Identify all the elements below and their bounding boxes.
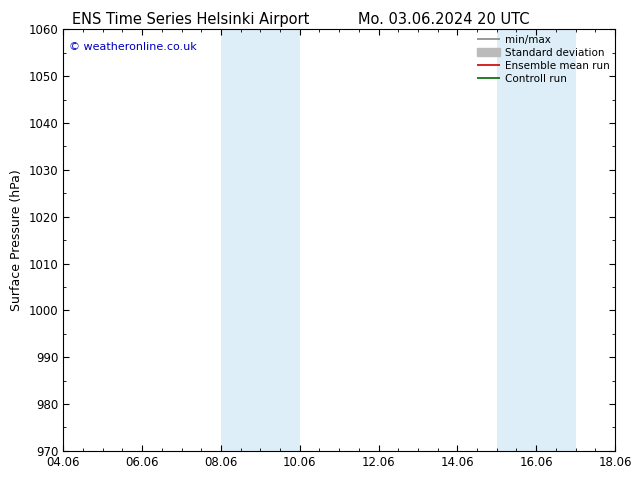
Bar [221, 29, 300, 451]
Y-axis label: Surface Pressure (hPa): Surface Pressure (hPa) [10, 169, 23, 311]
Text: ENS Time Series Helsinki Airport: ENS Time Series Helsinki Airport [72, 12, 309, 27]
Legend: min/max, Standard deviation, Ensemble mean run, Controll run: min/max, Standard deviation, Ensemble me… [477, 35, 610, 84]
Text: Mo. 03.06.2024 20 UTC: Mo. 03.06.2024 20 UTC [358, 12, 529, 27]
Bar [497, 29, 576, 451]
Text: © weatheronline.co.uk: © weatheronline.co.uk [69, 42, 197, 52]
